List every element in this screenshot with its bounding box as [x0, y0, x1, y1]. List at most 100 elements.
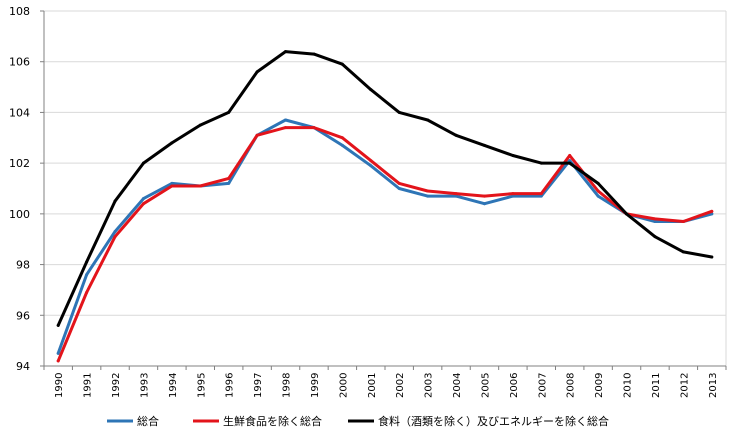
x-tick-label: 1997 — [253, 373, 264, 398]
x-tick-label: 1992 — [111, 373, 122, 398]
data-point — [568, 161, 572, 165]
data-point — [340, 136, 344, 140]
x-tick-label: 2013 — [708, 373, 719, 398]
data-point — [170, 184, 174, 188]
y-tick-label: 96 — [16, 309, 30, 322]
data-point — [340, 62, 344, 66]
series-line-2 — [56, 126, 714, 363]
data-point — [369, 159, 373, 163]
legend-label-2: 生鮮食品を除く総合 — [223, 414, 322, 428]
data-point — [312, 52, 316, 56]
x-tick-label: 2011 — [651, 373, 662, 398]
data-point — [113, 235, 117, 239]
data-point — [539, 192, 543, 196]
x-tick-label: 1995 — [196, 373, 207, 398]
data-point — [113, 230, 117, 234]
data-point — [596, 194, 600, 198]
x-tick-label: 2007 — [537, 373, 548, 398]
data-point — [454, 194, 458, 198]
data-point — [568, 159, 572, 163]
axes — [40, 10, 727, 370]
data-point — [568, 154, 572, 158]
x-tick-label: 2001 — [367, 373, 378, 398]
data-point — [653, 217, 657, 221]
data-point — [369, 88, 373, 92]
x-tick-label: 1993 — [139, 373, 150, 398]
data-point — [710, 255, 714, 259]
data-point — [426, 194, 430, 198]
data-point — [85, 260, 89, 264]
data-point — [653, 235, 657, 239]
data-point — [511, 192, 515, 196]
data-point — [482, 143, 486, 147]
data-point — [511, 194, 515, 198]
series-lines — [56, 50, 714, 363]
data-point — [653, 219, 657, 223]
x-tick-label: 1991 — [83, 373, 94, 398]
data-point — [170, 181, 174, 185]
data-point — [284, 118, 288, 122]
x-tick-labels: 1990 1991 1992 1993 1994 1995 1996 1997 1998 1999… — [54, 373, 719, 398]
gridlines — [44, 10, 727, 366]
x-tick-label: 2005 — [480, 373, 491, 398]
y-tick-label: 100 — [9, 208, 30, 221]
x-tick-label: 2006 — [509, 373, 520, 398]
data-point — [397, 181, 401, 185]
x-tick-label: 1998 — [282, 373, 293, 398]
data-point — [625, 212, 629, 216]
data-point — [539, 161, 543, 165]
x-tick-label: 2012 — [679, 373, 690, 398]
x-tick-label: 2003 — [424, 373, 435, 398]
data-point — [198, 184, 202, 188]
x-tick-label: 2009 — [594, 373, 605, 398]
data-point — [369, 164, 373, 168]
data-point — [426, 118, 430, 122]
data-point — [482, 194, 486, 198]
x-tick-label: 2010 — [623, 373, 634, 398]
data-point — [56, 351, 60, 355]
data-point — [141, 197, 145, 201]
data-point — [426, 189, 430, 193]
data-point — [85, 273, 89, 277]
x-tick-label: 1994 — [168, 373, 179, 398]
y-tick-label: 94 — [16, 360, 30, 373]
x-tick-label: 2004 — [452, 373, 463, 398]
y-tick-label: 98 — [16, 259, 30, 272]
y-tick-label: 108 — [9, 5, 30, 18]
legend-label-3: 食料（酒類を除く）及びエネルギーを除く総合 — [378, 414, 609, 428]
data-point — [681, 250, 685, 254]
x-tick-label: 2008 — [566, 373, 577, 398]
data-point — [198, 123, 202, 127]
x-tick-label: 1990 — [54, 373, 65, 398]
x-tick-label: 1999 — [310, 373, 321, 398]
data-point — [284, 50, 288, 54]
data-point — [284, 126, 288, 130]
data-point — [482, 202, 486, 206]
data-point — [539, 194, 543, 198]
data-point — [227, 181, 231, 185]
data-point — [141, 161, 145, 165]
x-tick-label: 2002 — [395, 373, 406, 398]
y-tick-labels: 94 96 98 100 102 104 106 108 — [9, 5, 30, 373]
data-point — [397, 187, 401, 190]
data-point — [710, 209, 714, 213]
data-point — [397, 110, 401, 114]
data-point — [227, 110, 231, 114]
data-point — [255, 133, 259, 137]
data-point — [681, 219, 685, 223]
data-point — [454, 133, 458, 137]
series-line-3 — [56, 50, 714, 327]
series-line-1 — [56, 118, 714, 355]
data-point — [141, 202, 145, 206]
data-point — [596, 189, 600, 193]
data-point — [511, 154, 515, 158]
legend: 総合 生鮮食品を除く総合 食料（酒類を除く）及びエネルギーを除く総合 — [107, 414, 609, 428]
data-point — [227, 176, 231, 180]
x-tick-label: 2000 — [338, 373, 349, 398]
y-tick-label: 104 — [9, 106, 30, 119]
data-point — [312, 126, 316, 130]
legend-label-1: 総合 — [137, 414, 159, 428]
y-tick-label: 102 — [9, 157, 30, 170]
